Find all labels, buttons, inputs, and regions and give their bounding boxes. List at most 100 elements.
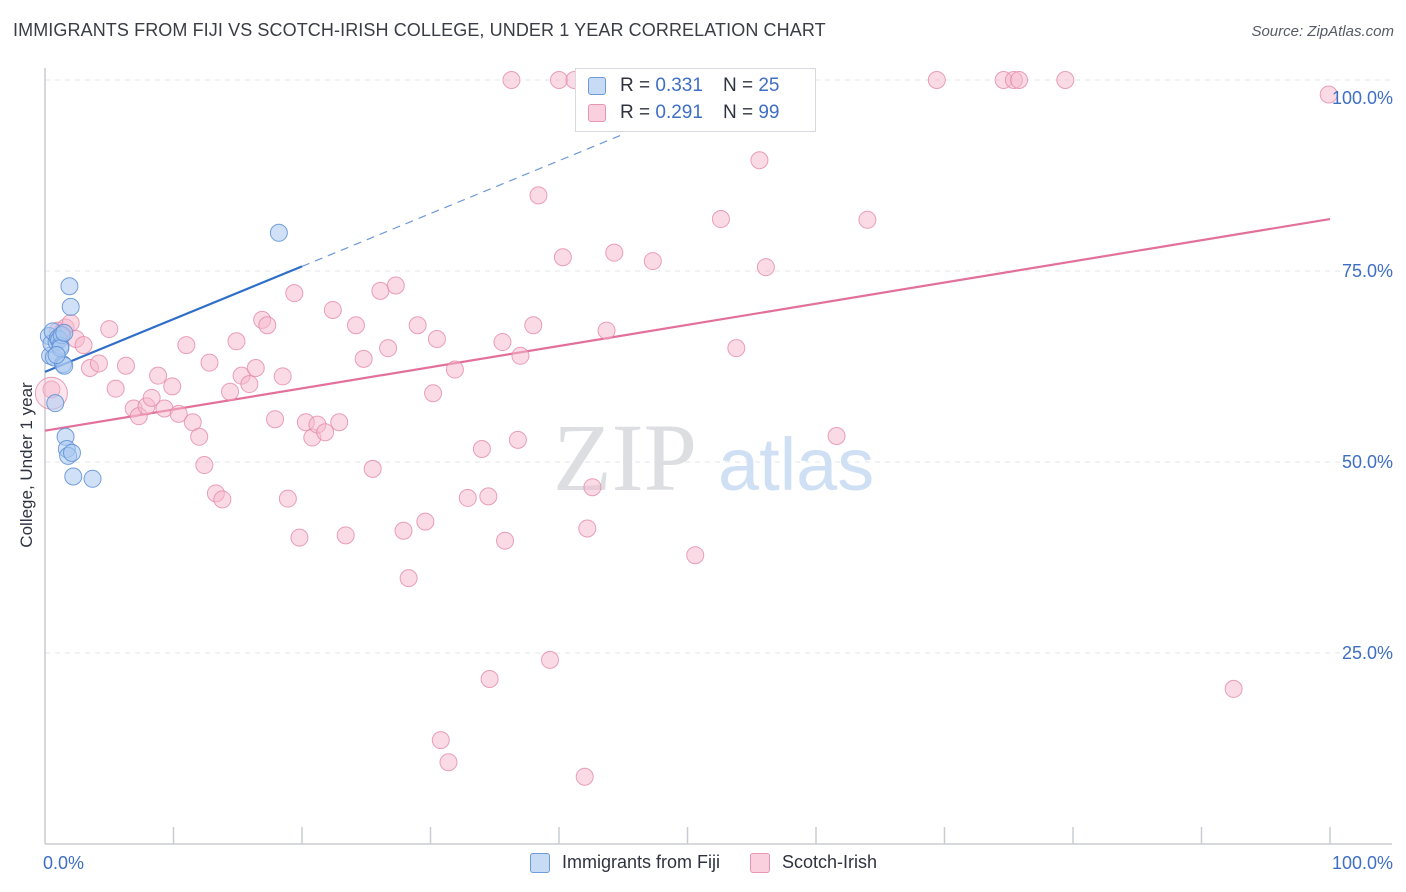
scotch-irish-point — [439, 753, 458, 772]
fiji-point — [62, 443, 81, 462]
scotch-irish-point — [169, 404, 188, 423]
scotch-irish-point — [529, 186, 548, 205]
series-legend: Immigrants from Fiji Scotch-Irish — [530, 852, 907, 873]
scotch-irish-point — [605, 243, 624, 262]
scotch-irish-point — [511, 346, 530, 365]
y-tick-label: 100.0% — [1332, 88, 1393, 108]
fiji-swatch — [588, 77, 606, 95]
scotch-irish-point — [711, 210, 730, 229]
scotch-irish-point — [213, 490, 232, 509]
scotch-irish-point — [1056, 71, 1075, 89]
scotch-irish-point — [190, 427, 209, 446]
scotch-irish-point — [858, 210, 877, 229]
scotch-irish-point — [575, 767, 594, 786]
fiji-trend-extension — [301, 133, 624, 267]
correlation-legend: R = 0.331 N = 25 R = 0.291 N = 99 — [575, 68, 816, 132]
scotch-irish-point — [583, 478, 602, 497]
scotch-irish-point — [524, 316, 543, 335]
y-tick-label: 75.0% — [1342, 261, 1393, 281]
scotch-irish-point — [116, 356, 135, 375]
scotch-irish-point — [496, 531, 515, 550]
scotch-irish-point — [827, 427, 846, 446]
scotch-irish-point — [927, 71, 946, 89]
scotch-irish-point — [408, 316, 427, 335]
fiji-point — [83, 469, 102, 488]
legend-item-scotch-irish[interactable]: Scotch-Irish — [750, 852, 877, 873]
scotch-irish-point — [727, 339, 746, 358]
scotch-irish-point — [399, 569, 418, 588]
scotch-irish-point — [371, 281, 390, 300]
fiji-r-label: R = — [620, 75, 651, 96]
legend-row-fiji: R = 0.331 N = 25 — [588, 75, 779, 97]
scotch-irish-legend-swatch — [750, 852, 771, 873]
scotch-irish-point — [323, 300, 342, 319]
scotch-irish-point — [756, 258, 775, 277]
scotch-irish-point — [149, 366, 168, 385]
fiji-point — [269, 223, 288, 242]
scotch-irish-point — [273, 367, 292, 386]
legend-item-fiji[interactable]: Immigrants from Fiji — [530, 852, 720, 873]
scotch-irish-point — [200, 353, 219, 372]
scotch-irish-point — [1224, 679, 1243, 698]
scotch-irish-point — [290, 528, 309, 547]
fiji-point — [64, 467, 83, 486]
scotch-irish-point — [246, 359, 265, 378]
fiji-n-label: N = — [722, 75, 754, 96]
fiji-r-value: 0.331 — [655, 75, 703, 96]
scotch-irish-point — [553, 248, 572, 267]
scotch-irish-point — [142, 388, 161, 407]
scotch-n-value: 99 — [758, 102, 780, 123]
y-tick-label: 50.0% — [1342, 452, 1393, 472]
fiji-point — [60, 277, 79, 296]
scotch-r-label: R = — [620, 102, 651, 123]
scotch-irish-point — [493, 333, 512, 352]
scotch-irish-point — [597, 321, 616, 340]
scotch-irish-point — [502, 71, 521, 89]
fiji-trend-line — [44, 265, 303, 373]
scotch-irish-point — [177, 336, 196, 355]
scotch-irish-point — [285, 284, 304, 303]
scotch-irish-point — [550, 71, 568, 89]
scotch-irish-point — [316, 423, 335, 442]
scotch-irish-points — [34, 71, 1338, 786]
scotch-irish-point — [1010, 71, 1029, 89]
scotch-irish-point — [578, 519, 597, 538]
fiji-point — [47, 346, 66, 365]
tick-labels: 25.0% 50.0% 75.0% 100.0% 0.0% 100.0% — [43, 88, 1393, 873]
scotch-irish-swatch — [588, 104, 606, 122]
scotch-irish-point — [472, 440, 491, 459]
scotch-irish-point — [416, 512, 435, 531]
scotch-irish-point — [336, 526, 355, 545]
scotch-irish-point — [258, 316, 277, 335]
scotch-irish-point — [266, 410, 285, 429]
axes — [44, 68, 1392, 845]
scotch-irish-point — [480, 669, 499, 688]
chart-title: IMMIGRANTS FROM FIJI VS SCOTCH-IRISH COL… — [13, 20, 826, 40]
scotch-irish-point — [750, 151, 769, 170]
scotch-irish-point — [686, 546, 705, 565]
scotch-irish-point — [363, 459, 382, 478]
scotch-irish-point — [394, 521, 413, 540]
watermark-atlas: atlas — [718, 423, 874, 506]
y-axis-label: College, Under 1 year — [17, 382, 36, 548]
scotch-irish-point — [227, 332, 246, 351]
x-tick-label: 0.0% — [43, 853, 84, 873]
x-tick-label: 100.0% — [1332, 853, 1393, 873]
scotch-irish-point — [163, 377, 182, 396]
scotch-irish-legend-label: Scotch-Irish — [782, 852, 878, 872]
fiji-point — [55, 323, 74, 342]
scotch-irish-point — [195, 456, 214, 475]
scotch-irish-trend-line — [44, 217, 1331, 432]
scotch-irish-point — [221, 382, 240, 401]
fiji-point — [46, 394, 65, 413]
fiji-points — [39, 223, 288, 488]
scotch-irish-point — [643, 252, 662, 271]
scotch-irish-point — [346, 316, 365, 335]
y-tick-label: 25.0% — [1342, 643, 1393, 663]
scotch-irish-point — [330, 413, 349, 432]
scotch-irish-point — [427, 329, 446, 348]
scotch-irish-point — [278, 489, 297, 508]
trend-lines — [44, 133, 1331, 432]
scotch-irish-point — [424, 384, 443, 403]
